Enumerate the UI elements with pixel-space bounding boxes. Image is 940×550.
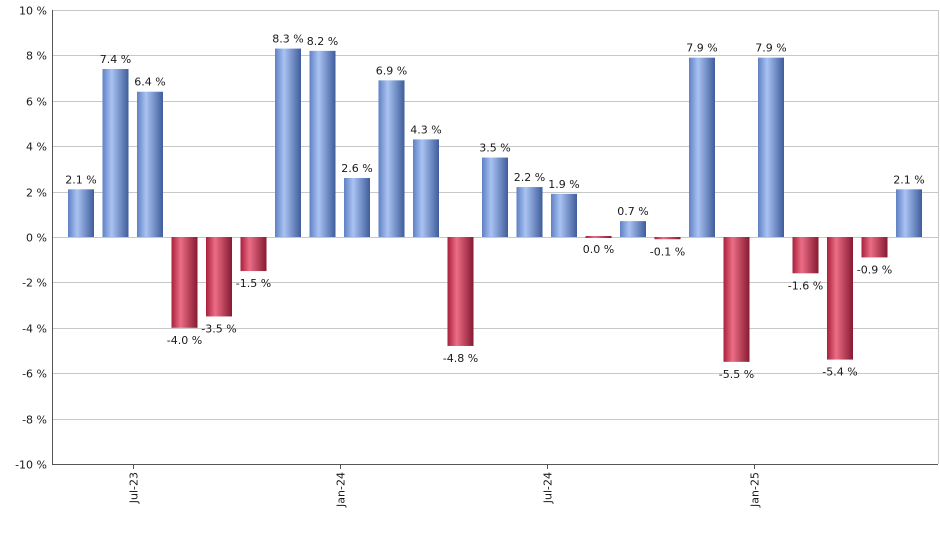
data-label: 2.2 % xyxy=(514,171,545,184)
data-label: 8.3 % xyxy=(272,33,303,46)
data-label: 0.0 % xyxy=(583,243,614,256)
data-label: -3.5 % xyxy=(201,322,236,335)
bar xyxy=(516,187,543,237)
data-label: 2.6 % xyxy=(341,162,372,175)
bar xyxy=(171,237,198,328)
y-tick-label: 6 % xyxy=(26,96,47,109)
y-tick-label: 2 % xyxy=(26,187,47,200)
bar xyxy=(240,237,267,272)
data-label: 2.1 % xyxy=(65,173,96,186)
bar xyxy=(447,237,474,346)
bar xyxy=(344,177,370,237)
x-tick-label: Jul-23 xyxy=(128,472,141,504)
bar xyxy=(827,237,853,360)
y-tick-label: -10 % xyxy=(15,459,47,472)
bar xyxy=(378,80,405,238)
bar xyxy=(206,237,232,317)
bar xyxy=(585,236,612,238)
bar xyxy=(620,221,646,237)
bar xyxy=(102,69,129,238)
bar xyxy=(758,57,784,237)
data-label: -0.9 % xyxy=(857,263,892,276)
bar xyxy=(413,139,439,237)
y-tick-label: 10 % xyxy=(19,5,47,18)
bar xyxy=(861,237,888,258)
data-label: 6.9 % xyxy=(376,64,407,77)
bar xyxy=(551,193,577,237)
data-label: 7.9 % xyxy=(686,42,717,55)
data-label: -1.5 % xyxy=(236,277,271,290)
y-tick-label: 0 % xyxy=(26,232,47,245)
data-label: -4.8 % xyxy=(443,352,478,365)
bar xyxy=(137,91,163,237)
bar xyxy=(896,189,922,237)
data-label: -5.4 % xyxy=(822,366,857,379)
data-labels: 2.1 % 7.4 %6.4 % -4.0 %-3.5 % -1.5 % 8.3 % 8.… xyxy=(65,33,924,381)
bar xyxy=(654,237,681,240)
data-label: 7.9 % xyxy=(755,42,786,55)
bar xyxy=(309,50,336,237)
data-label: 6.4 % xyxy=(134,76,165,89)
bar xyxy=(792,237,819,274)
bar xyxy=(68,189,94,237)
x-tick-label: Jul-24 xyxy=(542,472,555,504)
y-tick-label: -4 % xyxy=(22,323,47,336)
data-label: -4.0 % xyxy=(167,334,202,347)
data-label: 8.2 % xyxy=(307,35,338,48)
data-label: 1.9 % xyxy=(548,178,579,191)
y-tick-label: -6 % xyxy=(22,368,47,381)
data-label: 3.5 % xyxy=(479,142,510,155)
x-tick-label: Jan-25 xyxy=(749,472,762,508)
bar xyxy=(723,237,750,362)
data-label: -1.6 % xyxy=(788,279,823,292)
data-label: 4.3 % xyxy=(410,123,441,136)
bar xyxy=(689,57,715,237)
data-label: -5.5 % xyxy=(719,368,754,381)
bar xyxy=(275,48,301,238)
data-label: 2.1 % xyxy=(893,173,924,186)
y-tick-label: 4 % xyxy=(26,141,47,154)
bar xyxy=(482,157,508,237)
y-tick-label: 8 % xyxy=(26,50,47,63)
data-label: 0.7 % xyxy=(617,205,648,218)
data-label: 7.4 % xyxy=(100,53,131,66)
data-label: -0.1 % xyxy=(650,245,685,258)
x-tick-label: Jan-24 xyxy=(335,472,348,508)
axes: 10 % 8 % 6 % 4 % 2 % 0 % -2 % -4 % -6 % -8 % -10 %… xyxy=(15,5,938,508)
y-tick-label: -2 % xyxy=(22,277,47,290)
y-tick-label: -8 % xyxy=(22,414,47,427)
bars xyxy=(68,48,922,362)
